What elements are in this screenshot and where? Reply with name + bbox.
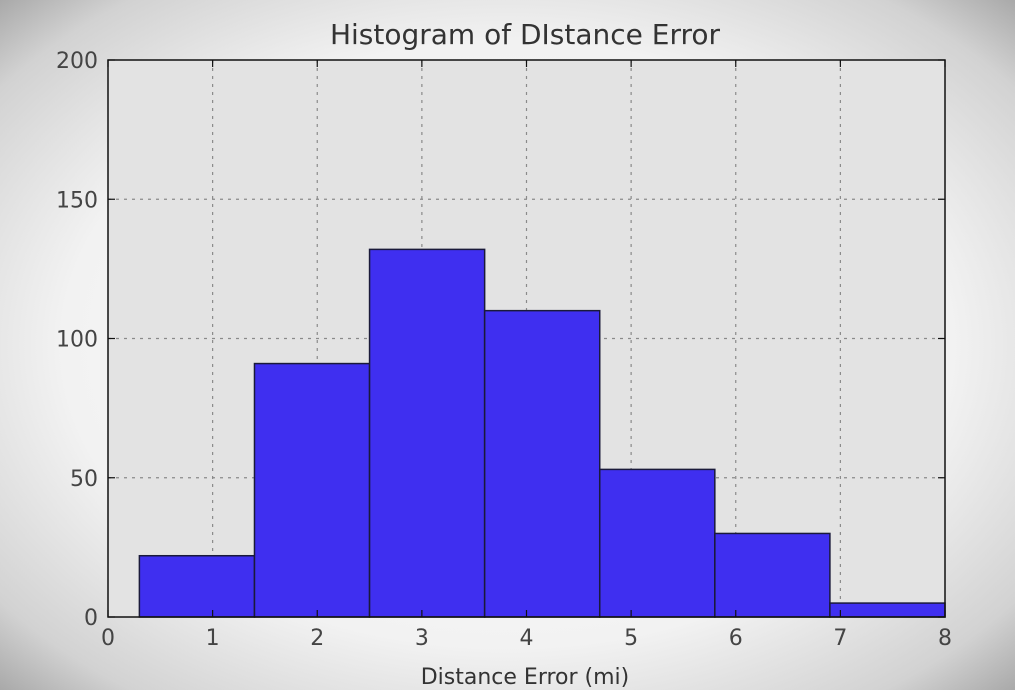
y-tick-label: 0 — [84, 606, 98, 631]
x-tick-label: 8 — [938, 626, 952, 651]
y-tick-label: 100 — [56, 328, 98, 353]
histogram-bar — [598, 468, 716, 618]
y-tick-label: 200 — [56, 49, 98, 74]
chart-title: Histogram of DIstance Error — [330, 18, 721, 51]
histogram-bar — [253, 362, 371, 618]
y-tick-label: 50 — [70, 467, 98, 492]
x-tick-label: 2 — [310, 626, 324, 651]
histogram-bar — [483, 309, 601, 618]
y-tick-label: 150 — [56, 188, 98, 213]
x-tick-label: 4 — [520, 626, 534, 651]
tick-marks — [107, 59, 946, 618]
x-tick-label: 7 — [833, 626, 847, 651]
x-tick-label: 0 — [101, 626, 115, 651]
x-tick-label: 5 — [624, 626, 638, 651]
x-tick-labels: 0 1 2 3 4 5 6 7 8 — [101, 626, 952, 651]
histogram-bar — [829, 602, 946, 618]
x-axis-label: Distance Error (mi) — [421, 665, 630, 690]
histogram-bar — [714, 532, 831, 618]
bars — [138, 248, 946, 618]
x-tick-label: 3 — [415, 626, 429, 651]
x-tick-label: 6 — [729, 626, 743, 651]
x-tick-label: 1 — [206, 626, 220, 651]
histogram-bar — [368, 248, 486, 618]
histogram-bar — [138, 554, 256, 618]
y-tick-labels: 0 50 100 150 200 — [56, 49, 98, 631]
